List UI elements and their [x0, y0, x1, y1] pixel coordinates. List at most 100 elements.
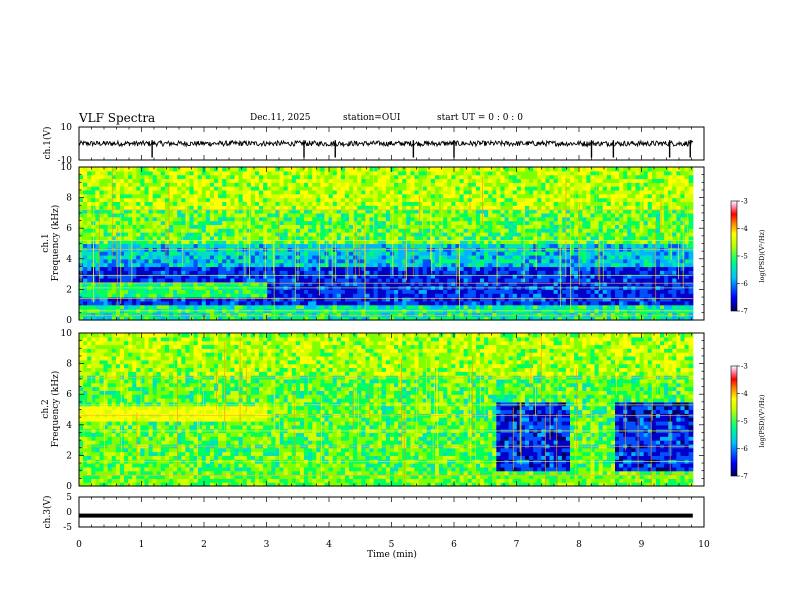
spectrogram-cell — [353, 167, 358, 172]
spectrogram-cell — [508, 228, 514, 233]
spectrogram-cell — [115, 258, 121, 264]
spectrogram-cell — [402, 277, 407, 283]
spectrogram-cell — [222, 205, 227, 210]
spectrogram-cell — [136, 243, 141, 248]
spectrogram-cell — [357, 300, 362, 306]
spectrogram-cell — [164, 300, 170, 306]
spectrogram-cell — [529, 277, 534, 283]
spectrogram-cell — [574, 216, 579, 222]
spectrogram-cell — [475, 220, 481, 225]
spectrogram-cell — [488, 304, 493, 310]
spectrogram-cell — [193, 193, 199, 199]
spectrogram-cell — [83, 293, 88, 298]
spectrogram-cell — [410, 270, 416, 275]
spectrogram-cell — [185, 205, 191, 210]
spectrogram-cell — [283, 274, 289, 279]
spectrogram-cell — [295, 228, 301, 233]
spectrogram-cell — [295, 304, 301, 310]
spectrogram-cell — [287, 235, 293, 241]
spectrogram-cell — [381, 243, 387, 248]
spectrogram-cell — [463, 186, 469, 191]
spectrogram-cell — [574, 281, 579, 287]
spectrogram-cell — [185, 277, 191, 283]
spectrogram-cell — [520, 205, 526, 210]
spectrogram-cell — [361, 182, 367, 187]
spectrogram-cell — [516, 205, 522, 210]
spectrogram-cell — [529, 304, 534, 310]
spectrogram-cell — [111, 170, 117, 176]
spectrogram-cell — [488, 277, 493, 283]
spectrogram-cell — [365, 300, 371, 306]
spectrogram-cell — [430, 197, 436, 203]
spectrogram-cell — [214, 212, 219, 218]
spectrogram-cell — [496, 228, 502, 233]
spectrogram-cell — [570, 293, 575, 298]
spectrogram-cell — [324, 281, 330, 287]
spectrogram-cell — [467, 209, 473, 214]
spectrogram-cell — [128, 293, 133, 298]
spectrogram-cell — [152, 289, 158, 294]
spectrogram-cell — [316, 216, 322, 222]
spectrogram-cell — [529, 170, 534, 176]
spectrogram-cell — [111, 304, 117, 310]
spectrogram-cell — [140, 182, 146, 187]
spectrogram-cell — [250, 277, 256, 283]
spectrogram-cell — [79, 293, 84, 298]
spectrogram-cell — [205, 251, 211, 256]
spectrogram-cell — [455, 189, 461, 195]
spectrogram-cell — [582, 209, 587, 214]
spectrogram-cell — [439, 216, 444, 222]
spectrogram-cell — [287, 239, 293, 245]
spectrogram-cell — [529, 182, 534, 187]
spectrogram-cell — [574, 220, 579, 225]
spectrogram-cell — [177, 224, 182, 229]
spectrogram-cell — [479, 297, 485, 302]
spectrogram-cell — [545, 212, 551, 218]
spectrogram-cell — [124, 193, 129, 199]
spectrogram-cell — [173, 239, 178, 245]
spectrogram-cell — [340, 262, 346, 268]
spectrogram-cell — [185, 251, 191, 256]
spectrogram-cell — [169, 297, 174, 302]
spectrogram-cell — [201, 289, 207, 294]
spectrogram-cell — [312, 254, 317, 260]
spectrogram-cell — [492, 270, 497, 275]
spectrogram-cell — [267, 270, 272, 275]
spectrogram-cell — [439, 232, 444, 237]
spectrogram-cell — [193, 224, 199, 229]
spectrogram-cell — [541, 189, 547, 195]
spectrogram-cell — [394, 178, 399, 183]
spectrogram-cell — [516, 209, 522, 214]
spectrogram-cell — [295, 209, 301, 214]
spectrogram-cell — [197, 300, 203, 306]
spectrogram-cell — [488, 258, 493, 264]
spectrogram-cell — [124, 289, 129, 294]
spectrogram-cell — [299, 170, 305, 176]
spectrogram-cell — [279, 277, 285, 283]
spectrogram-cell — [230, 293, 236, 298]
spectrogram-cell — [95, 270, 101, 275]
spectrogram-cell — [246, 316, 252, 321]
spectrogram-cell — [357, 289, 362, 294]
spectrogram-cell — [201, 186, 207, 191]
spectrogram-cell — [156, 235, 162, 241]
spectrogram-cell — [320, 197, 326, 203]
spectrogram-cell — [410, 170, 416, 176]
spectrogram-cell — [181, 205, 186, 210]
spectrogram-cell — [553, 189, 559, 195]
spectrogram-cell — [83, 186, 88, 191]
spectrogram-cell — [267, 201, 272, 206]
spectrogram-cell — [115, 201, 121, 206]
spectrogram-cell — [381, 281, 387, 287]
spectrogram-cell — [524, 304, 530, 310]
spectrogram-cell — [479, 254, 485, 260]
spectrogram-cell — [140, 178, 146, 183]
spectrogram-cell — [402, 262, 407, 268]
spectrogram-cell — [520, 262, 526, 268]
spectrogram-cell — [504, 281, 510, 287]
spectrogram-cell — [246, 239, 252, 245]
spectrogram-cell — [189, 254, 195, 260]
spectrogram-cell — [164, 224, 170, 229]
spectrogram-cell — [516, 232, 522, 237]
spectrogram-cell — [259, 220, 264, 225]
